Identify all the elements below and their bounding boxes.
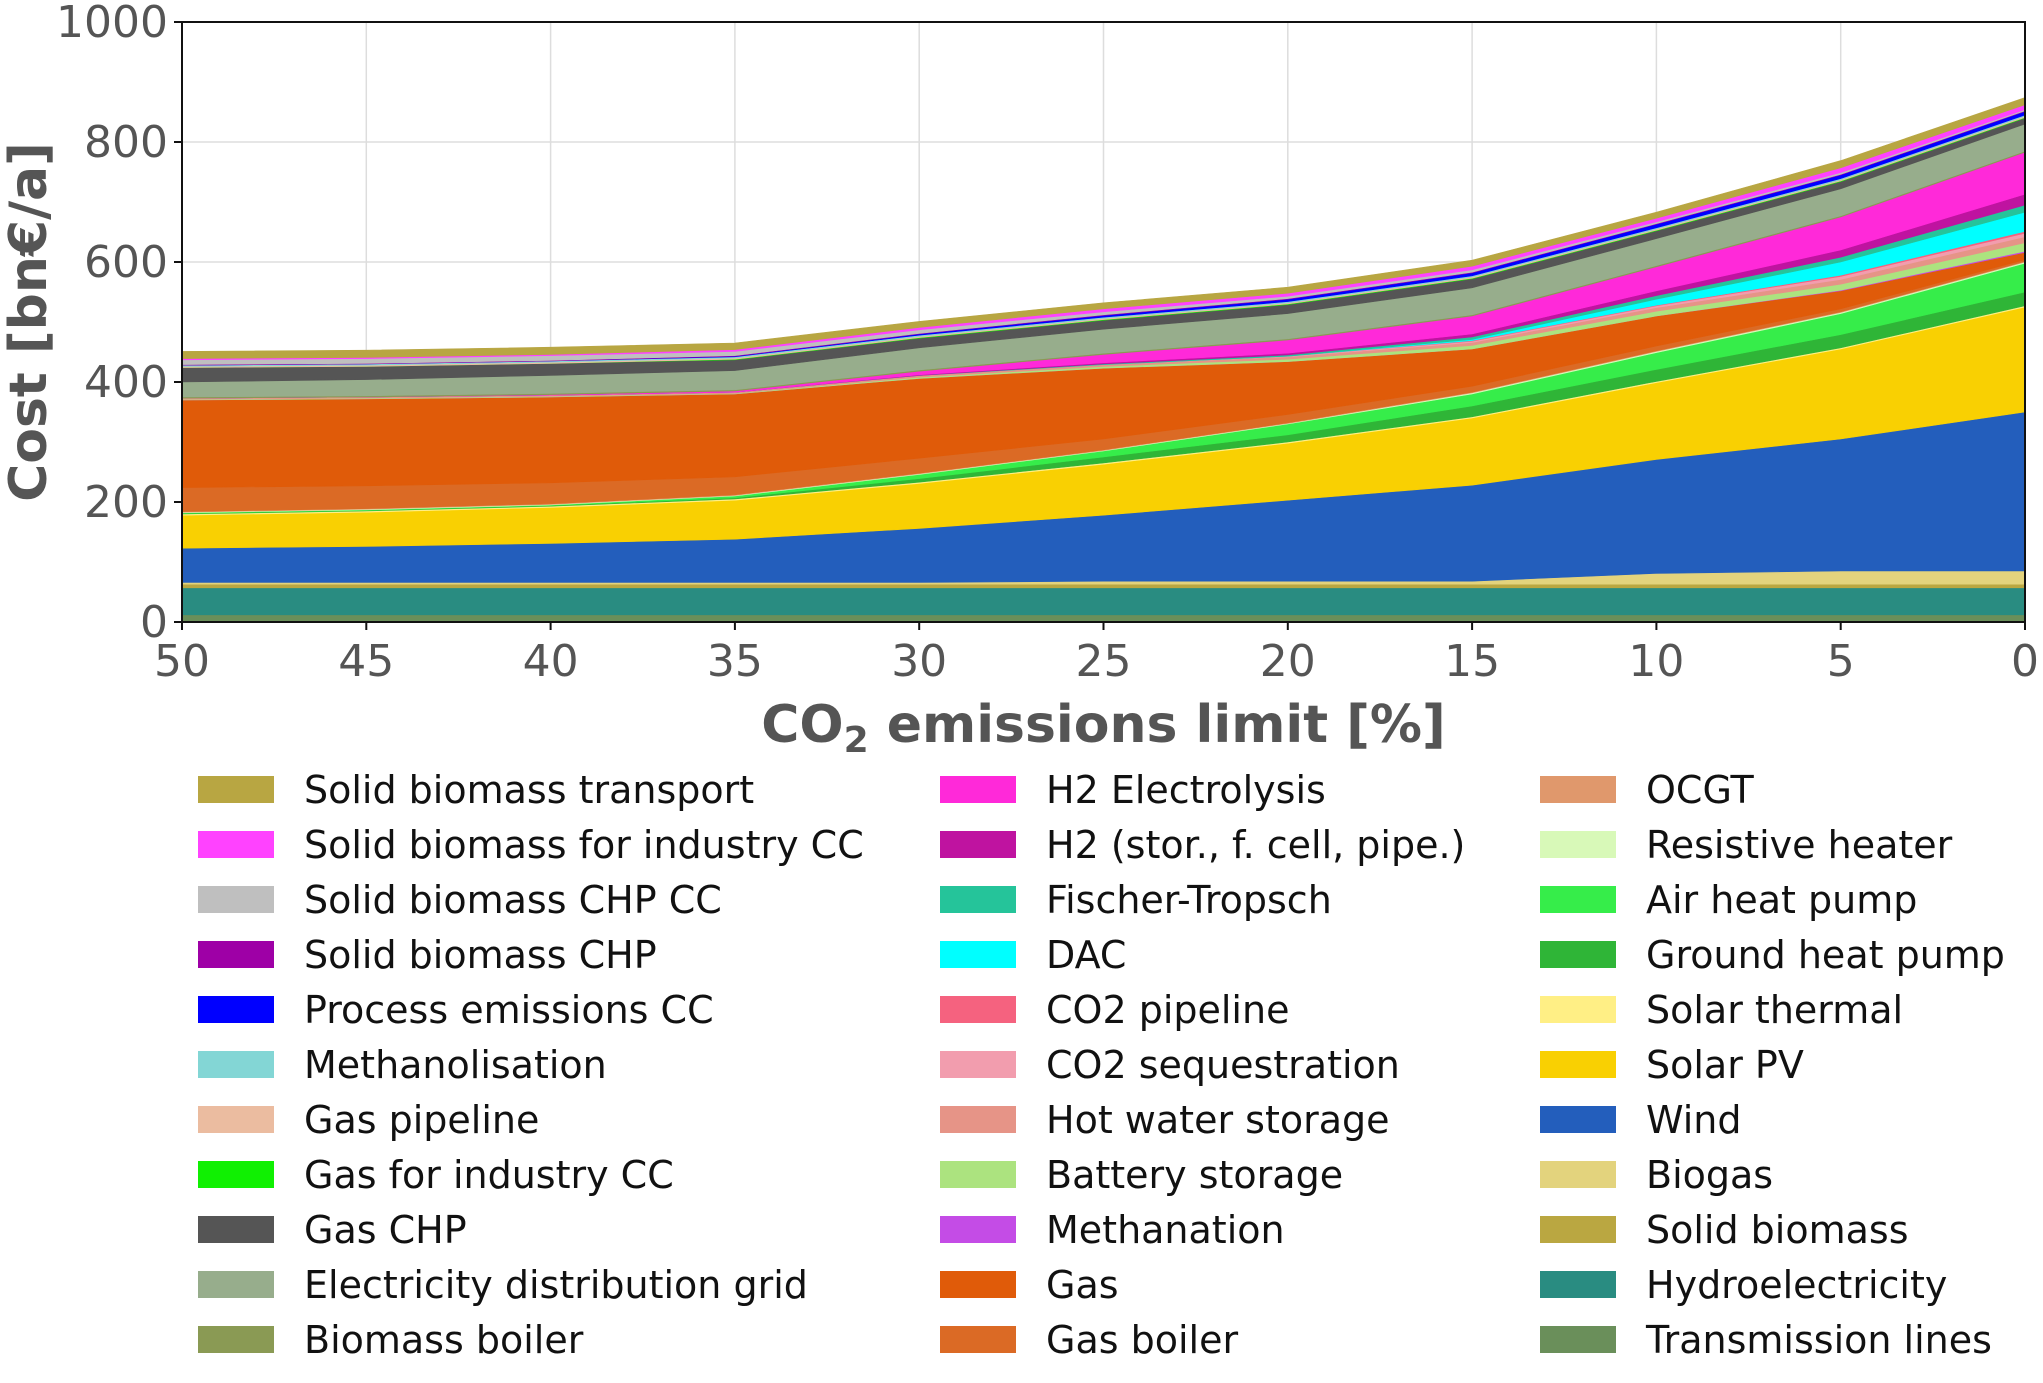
legend-label-fischer-tropsch: Fischer-Tropsch (1046, 878, 1332, 922)
legend-swatch-gas (940, 1271, 1016, 1298)
legend-label-hot-water-storage: Hot water storage (1046, 1098, 1390, 1142)
area-solid-biomass (181, 583, 2026, 589)
legend-label-air-heat-pump: Air heat pump (1646, 878, 1917, 922)
legend-label-h2-electrolysis: H2 Electrolysis (1046, 768, 1326, 812)
legend-label-co2-pipeline: CO2 pipeline (1046, 988, 1289, 1032)
legend-swatch-ground-heat-pump (1540, 941, 1616, 968)
legend-swatch-co2-sequestration (940, 1051, 1016, 1078)
legend-label-gas-chp: Gas CHP (304, 1208, 467, 1252)
legend-label-hydroelectricity: Hydroelectricity (1646, 1263, 1947, 1307)
legend: Solid biomass transport Solid biomass for… (198, 768, 2005, 1362)
legend-label-biogas: Biogas (1646, 1153, 1773, 1197)
y-tick-label: 1000 (56, 0, 168, 48)
legend-swatch-air-heat-pump (1540, 886, 1616, 913)
legend-swatch-h2-electrolysis (940, 776, 1016, 803)
legend-label-electricity-distribution-grid: Electricity distribution grid (304, 1263, 808, 1307)
legend-swatch-biomass-boiler (198, 1326, 274, 1353)
legend-label-gas-boiler: Gas boiler (1046, 1318, 1238, 1362)
y-tick-label: 600 (84, 237, 168, 288)
legend-label-gas-for-industry-cc: Gas for industry CC (304, 1153, 674, 1197)
legend-label-solid-biomass-chp-cc: Solid biomass CHP CC (304, 878, 722, 922)
x-tick-label: 30 (891, 636, 947, 687)
legend-label-dac: DAC (1046, 933, 1126, 977)
legend-label-process-emissions-cc: Process emissions CC (304, 988, 714, 1032)
x-tick-label: 10 (1628, 636, 1684, 687)
legend-swatch-h2-stor-f-cell-pipe (940, 831, 1016, 858)
legend-label-h2-stor-f-cell-pipe: H2 (stor., f. cell, pipe.) (1046, 823, 1465, 867)
legend-swatch-wind (1540, 1106, 1616, 1133)
legend-swatch-solid-biomass-for-industry-cc (198, 831, 274, 858)
legend-label-resistive-heater: Resistive heater (1646, 823, 1953, 867)
legend-swatch-ocgt (1540, 776, 1616, 803)
x-tick-label: 5 (1827, 636, 1855, 687)
x-tick-label: 35 (707, 636, 763, 687)
legend-swatch-solar-pv (1540, 1051, 1616, 1078)
legend-label-methanation: Methanation (1046, 1208, 1285, 1252)
x-tick-label: 0 (2011, 636, 2039, 687)
y-axis-title: Cost [bn€/a] (0, 142, 59, 502)
legend-swatch-co2-pipeline (940, 996, 1016, 1023)
x-axis-title: CO2 emissions limit [%] (761, 695, 1446, 761)
legend-label-gas: Gas (1046, 1263, 1119, 1307)
legend-label-solid-biomass: Solid biomass (1646, 1208, 1909, 1252)
legend-swatch-methanolisation (198, 1051, 274, 1078)
x-tick-label: 25 (1076, 636, 1132, 687)
legend-swatch-battery-storage (940, 1161, 1016, 1188)
legend-swatch-fischer-tropsch (940, 886, 1016, 913)
y-tick-label: 0 (140, 597, 168, 648)
legend-swatch-resistive-heater (1540, 831, 1616, 858)
legend-swatch-gas-chp (198, 1216, 274, 1243)
stacked-areas (181, 97, 2026, 623)
legend-swatch-gas-boiler (940, 1326, 1016, 1353)
legend-swatch-solid-biomass-chp (198, 941, 274, 968)
legend-label-transmission-lines: Transmission lines (1645, 1318, 1992, 1362)
legend-swatch-hydroelectricity (1540, 1271, 1616, 1298)
legend-label-co2-sequestration: CO2 sequestration (1046, 1043, 1400, 1087)
legend-label-solar-thermal: Solar thermal (1646, 988, 1903, 1032)
y-tick-label: 800 (84, 117, 168, 168)
y-tick-label: 200 (84, 477, 168, 528)
x-tick-label: 45 (338, 636, 394, 687)
legend-label-biomass-boiler: Biomass boiler (304, 1318, 584, 1362)
legend-label-solid-biomass-for-industry-cc: Solid biomass for industry CC (304, 823, 864, 867)
legend-swatch-gas-for-industry-cc (198, 1161, 274, 1188)
x-tick-label: 40 (523, 636, 579, 687)
legend-label-methanolisation: Methanolisation (304, 1043, 607, 1087)
legend-label-ground-heat-pump: Ground heat pump (1646, 933, 2005, 977)
legend-swatch-hot-water-storage (940, 1106, 1016, 1133)
y-tick-label: 400 (84, 357, 168, 408)
legend-label-solid-biomass-chp: Solid biomass CHP (304, 933, 657, 977)
legend-swatch-methanation (940, 1216, 1016, 1243)
legend-swatch-gas-pipeline (198, 1106, 274, 1133)
legend-swatch-solid-biomass (1540, 1216, 1616, 1243)
legend-label-battery-storage: Battery storage (1046, 1153, 1343, 1197)
legend-label-solid-biomass-transport: Solid biomass transport (304, 768, 754, 812)
legend-swatch-biogas (1540, 1161, 1616, 1188)
legend-swatch-solid-biomass-chp-cc (198, 886, 274, 913)
area-transmission-lines (181, 614, 2026, 623)
x-tick-label: 15 (1444, 636, 1500, 687)
legend-label-solar-pv: Solar PV (1646, 1043, 1804, 1087)
legend-swatch-transmission-lines (1540, 1326, 1616, 1353)
legend-label-gas-pipeline: Gas pipeline (304, 1098, 539, 1142)
x-tick-label: 50 (154, 636, 210, 687)
legend-swatch-dac (940, 941, 1016, 968)
legend-swatch-electricity-distribution-grid (198, 1271, 274, 1298)
area-hydroelectricity (181, 587, 2026, 616)
x-tick-label: 20 (1260, 636, 1316, 687)
legend-label-ocgt: OCGT (1646, 768, 1755, 812)
legend-swatch-solar-thermal (1540, 996, 1616, 1023)
legend-swatch-process-emissions-cc (198, 996, 274, 1023)
legend-swatch-solid-biomass-transport (198, 776, 274, 803)
legend-label-wind: Wind (1646, 1098, 1742, 1142)
